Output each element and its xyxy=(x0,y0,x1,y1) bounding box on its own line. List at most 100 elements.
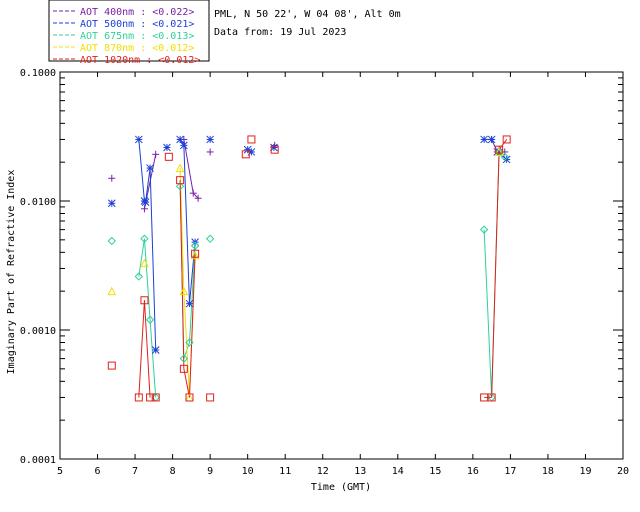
data-point xyxy=(179,364,188,373)
series-line-segment xyxy=(143,300,151,398)
x-axis: 5 6 7 8 9 10 11 12 13 14 15 16 17 18 19 20 xyxy=(57,72,629,477)
x-tick-label: 19 xyxy=(579,466,591,477)
series-line-segment xyxy=(149,319,157,398)
data-point xyxy=(479,225,489,234)
data-point xyxy=(185,393,194,402)
data-point xyxy=(175,182,185,191)
series-line-segment xyxy=(183,291,190,398)
data-point xyxy=(107,361,116,370)
data-point xyxy=(495,145,504,154)
data-point xyxy=(140,205,148,213)
data-point xyxy=(185,299,194,308)
series-line-segment xyxy=(138,238,145,277)
data-point xyxy=(179,286,189,296)
data-point xyxy=(140,258,149,268)
data-point xyxy=(190,250,200,260)
series-line-segment xyxy=(192,192,199,199)
y-tick-label: 0.0100 xyxy=(20,197,56,208)
data-point xyxy=(487,135,496,144)
data-point xyxy=(152,150,160,158)
x-tick-label: 7 xyxy=(132,466,138,477)
series-line-segment xyxy=(138,300,145,398)
data-point xyxy=(145,315,155,324)
legend-entry: AOT 675nm : <0.013> xyxy=(80,31,194,42)
data-point xyxy=(189,189,197,197)
series-line-segment xyxy=(183,145,190,304)
y-tick-label: 0.0001 xyxy=(20,455,56,466)
series-line-segment xyxy=(498,139,508,150)
series-line-segment xyxy=(491,149,500,398)
data-point xyxy=(107,236,117,246)
data-point xyxy=(206,393,215,402)
data-point xyxy=(146,393,155,402)
data-point xyxy=(502,135,511,144)
x-tick-label: 18 xyxy=(542,466,554,477)
data-point xyxy=(134,135,143,144)
data-point xyxy=(494,147,504,156)
data-point xyxy=(141,198,150,206)
x-tick-label: 16 xyxy=(467,466,479,477)
data-point xyxy=(185,338,194,347)
data-point xyxy=(206,135,214,144)
data-point xyxy=(140,234,149,243)
data-point xyxy=(179,354,189,363)
series-line-segment xyxy=(179,180,185,369)
x-tick-label: 9 xyxy=(207,466,213,477)
data-point xyxy=(108,174,116,182)
data-point xyxy=(163,143,171,152)
x-tick-label: 11 xyxy=(279,466,291,477)
data-point xyxy=(151,346,160,354)
data-point xyxy=(107,286,117,296)
series-line-segment xyxy=(149,168,157,350)
data-point xyxy=(180,141,188,150)
x-tick-label: 14 xyxy=(392,466,404,477)
data-point xyxy=(480,393,489,402)
data-point xyxy=(480,135,488,144)
plot-frame xyxy=(59,71,624,460)
data-point xyxy=(146,164,154,172)
series-line-segment xyxy=(138,139,145,202)
x-tick-label: 12 xyxy=(317,466,329,477)
data-point xyxy=(247,135,256,144)
legend: AOT 400nm : <0.022>AOT 500nm : <0.021>AO… xyxy=(48,0,210,66)
y-axis-label: Imaginary Part of Refractive Index xyxy=(6,170,17,375)
x-tick-label: 6 xyxy=(95,466,101,477)
data-point xyxy=(151,393,160,402)
legend-entry: AOT 500nm : <0.021> xyxy=(80,19,194,30)
data-point xyxy=(190,241,200,250)
data-point xyxy=(134,272,144,281)
data-point xyxy=(205,234,215,243)
series-line-segment xyxy=(145,168,151,203)
x-tick-label: 10 xyxy=(242,466,254,477)
info-line-1: PML, N 50 22', W 04 08', Alt 0m xyxy=(214,9,401,20)
data-point xyxy=(191,249,200,258)
data-point xyxy=(270,145,279,154)
info-line-2: Data from: 19 Jul 2023 xyxy=(214,27,346,38)
legend-entry: AOT 870nm : <0.012> xyxy=(80,43,194,54)
x-tick-label: 17 xyxy=(504,466,516,477)
x-tick-label: 13 xyxy=(354,466,366,477)
x-tick-label: 8 xyxy=(170,466,176,477)
data-point xyxy=(206,148,214,156)
x-axis-label: Time (GMT) xyxy=(311,482,371,493)
series-markers xyxy=(107,135,511,402)
x-tick-label: 15 xyxy=(429,466,441,477)
data-point xyxy=(164,152,173,161)
data-point xyxy=(134,393,143,402)
data-point xyxy=(487,393,496,402)
series-lines xyxy=(138,138,508,398)
x-tick-label: 5 xyxy=(57,466,63,477)
legend-entry: AOT 400nm : <0.022> xyxy=(80,7,194,18)
data-point xyxy=(176,135,184,144)
data-point xyxy=(194,194,202,202)
y-axis: 0.1000 0.0100 0.0010 0.0001 xyxy=(20,68,623,466)
y-tick-label: 0.1000 xyxy=(20,68,56,79)
data-point xyxy=(140,296,149,305)
data-point xyxy=(107,199,116,208)
series-line-segment xyxy=(188,245,196,343)
series-line-segment xyxy=(483,229,493,398)
data-point xyxy=(176,176,185,185)
series-line-segment xyxy=(183,368,190,398)
data-point xyxy=(175,163,185,173)
